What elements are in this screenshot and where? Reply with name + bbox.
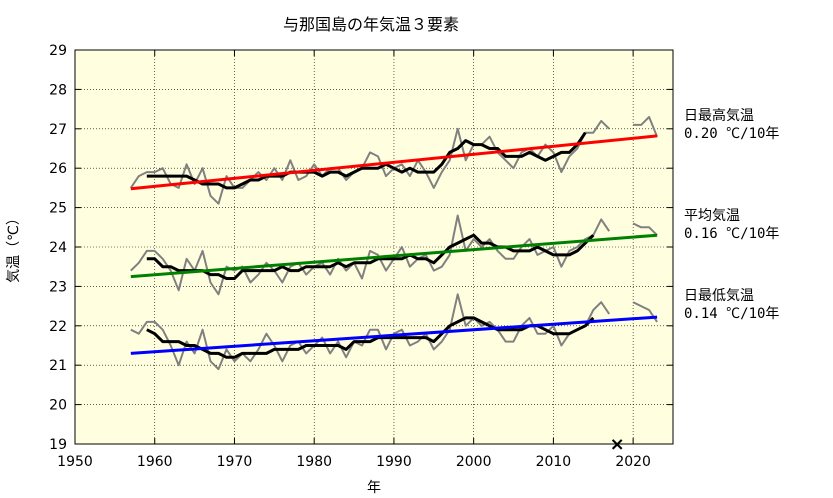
y-tick-label: 20 [49,398,67,414]
y-tick-label: 25 [49,201,67,217]
x-tick-label: 1950 [57,454,93,470]
y-tick-label: 21 [49,358,67,374]
y-tick-label: 26 [49,161,67,177]
y-tick-label: 23 [49,279,67,295]
annual-line [632,222,658,236]
chart-title: 与那国島の年気温３要素 [283,15,459,34]
label-min-name: 日最低気温 [684,288,754,304]
grid [75,50,673,444]
annual-line [130,293,611,371]
trend-line [130,233,658,279]
label-max-trend: 0.20 ℃/10年 [684,126,779,142]
missing-data-marker: × [610,434,625,455]
x-tick-label: 2010 [536,454,572,470]
x-tick-label: 1990 [376,454,412,470]
x-tick-label: 1970 [217,454,253,470]
y-tick-label: 27 [49,122,67,138]
y-tick-label: 28 [49,82,67,98]
running-mean-line [146,316,595,359]
y-axis-label: 気温（℃） [6,211,22,283]
trend-line [130,315,658,355]
plot-frame [74,49,674,445]
y-axis-ticks: 19 20 21 22 23 24 25 26 27 28 29 [49,43,673,453]
x-tick-label: 1980 [296,454,332,470]
y-tick-label: 22 [49,319,67,335]
x-axis-ticks: 1950 1960 1970 1980 1990 2000 2010 2020 [57,50,651,470]
annual-line [633,116,659,138]
label-max-name: 日最高気温 [684,107,754,124]
label-mean-name: 平均気温 [684,208,740,224]
series-labels: 日最高気温 0.20 ℃/10年 平均気温 0.16 ℃/10年 日最低気温 0… [684,107,779,322]
markers: × [610,434,625,455]
x-tick-label: 2020 [615,454,651,470]
annual-line [130,214,611,296]
x-tick-label: 2000 [456,454,492,470]
running-mean-line [146,131,587,190]
running-mean-line [146,233,595,280]
y-tick-label: 24 [49,240,67,256]
y-tick-label: 19 [49,437,67,453]
trend-line [130,134,658,191]
series-group [129,116,659,371]
x-axis-label: 年 [367,480,381,496]
label-mean-trend: 0.16 ℃/10年 [684,226,779,242]
x-tick-label: 1960 [137,454,173,470]
label-min-trend: 0.14 ℃/10年 [684,306,779,322]
y-tick-label: 29 [49,43,67,59]
